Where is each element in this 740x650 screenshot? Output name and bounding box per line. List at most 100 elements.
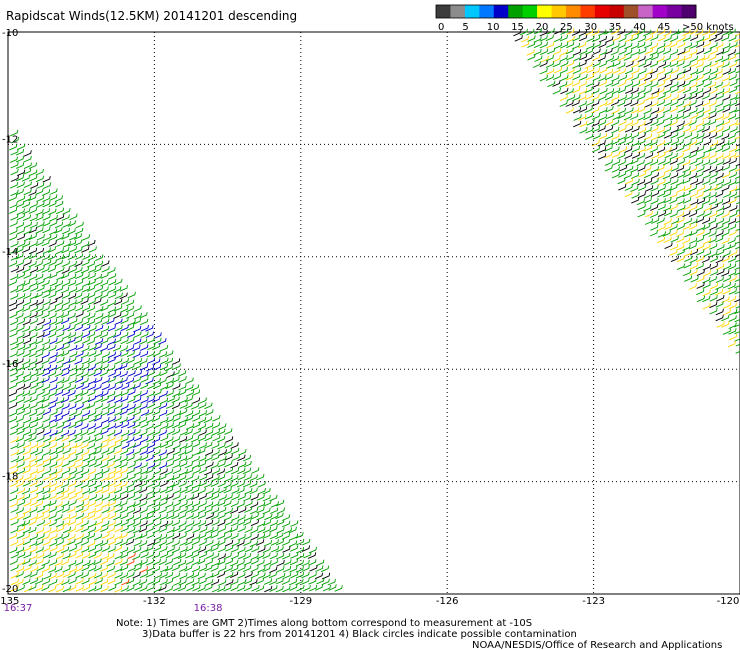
wind-barb — [147, 539, 156, 547]
wind-barb — [127, 507, 136, 514]
wind-barb — [9, 350, 18, 358]
wind-barb — [41, 338, 51, 346]
wind-barb — [87, 370, 96, 377]
wind-barb — [133, 403, 142, 410]
wind-barb — [120, 298, 130, 305]
wind-barb — [545, 61, 555, 68]
wind-barb — [80, 377, 89, 385]
wind-barb — [75, 350, 84, 358]
wind-barb — [10, 467, 19, 475]
wind-barb — [107, 403, 116, 410]
wind-barb — [113, 473, 123, 481]
wind-barb — [599, 133, 608, 140]
wind-barb — [43, 286, 52, 294]
wind-barb — [152, 449, 161, 456]
wind-barb — [49, 454, 58, 461]
wind-barb — [55, 493, 65, 500]
wind-barb — [28, 326, 37, 333]
wind-barb — [133, 325, 142, 333]
wind-barb — [631, 29, 640, 37]
wind-barb — [204, 564, 213, 572]
wind-barb — [722, 328, 732, 335]
wind-barb — [328, 584, 337, 591]
wind-barb — [30, 370, 39, 377]
wind-barb — [165, 436, 174, 444]
wind-barb — [689, 55, 699, 63]
wind-barb — [656, 172, 666, 180]
wind-barb — [734, 338, 740, 342]
wind-barb — [710, 140, 719, 147]
wind-barb — [75, 370, 84, 377]
wind-barb — [663, 218, 672, 225]
wind-barb — [41, 507, 51, 514]
legend-label: 10 — [487, 22, 500, 33]
wind-barb — [729, 79, 738, 87]
wind-barb — [164, 558, 174, 566]
wind-barb — [75, 272, 84, 280]
wind-barb — [61, 343, 70, 351]
wind-barb — [80, 482, 89, 489]
wind-barb — [224, 460, 233, 468]
wind-barb — [10, 442, 19, 450]
wind-barb — [146, 532, 155, 539]
wind-barb — [237, 572, 246, 579]
wind-barb — [631, 49, 641, 56]
wind-barb — [637, 114, 646, 121]
wind-barb — [721, 113, 730, 120]
wind-barb — [34, 415, 44, 422]
wind-barb — [676, 198, 685, 206]
wind-barb — [132, 507, 142, 514]
wind-barb — [572, 49, 582, 56]
wind-barb — [100, 565, 109, 572]
wind-barb — [93, 332, 103, 339]
wind-barb — [74, 246, 83, 254]
wind-barb — [113, 331, 122, 338]
wind-barb — [721, 314, 730, 322]
wind-barb — [133, 434, 143, 442]
wind-barb — [28, 194, 37, 202]
wind-barb — [211, 422, 221, 429]
wind-barb — [152, 396, 161, 403]
wind-barb — [709, 211, 718, 218]
wind-barb — [133, 370, 143, 377]
wind-barb — [152, 409, 161, 416]
wind-barb — [114, 358, 123, 365]
wind-barb — [114, 538, 123, 546]
plot-frame — [7, 31, 740, 595]
wind-barb — [94, 473, 104, 481]
wind-barb — [688, 139, 698, 147]
wind-barb — [35, 299, 44, 306]
wind-barb — [75, 455, 84, 463]
wind-barb — [250, 533, 259, 541]
wind-barb — [36, 318, 45, 326]
wind-barb — [126, 493, 136, 500]
wind-barb — [21, 175, 31, 182]
wind-barb — [276, 499, 285, 507]
wind-barb — [573, 54, 582, 62]
wind-barb — [184, 396, 194, 403]
wind-barb — [663, 74, 672, 82]
wind-barb — [185, 501, 194, 508]
wind-barb — [211, 552, 220, 560]
wind-barb — [74, 260, 83, 268]
wind-barb — [192, 526, 201, 534]
wind-barb — [728, 288, 737, 295]
wind-barb — [638, 171, 647, 178]
wind-barb — [644, 54, 654, 62]
wind-barb — [256, 533, 266, 540]
wind-barb — [127, 403, 136, 411]
wind-barb — [158, 377, 167, 385]
wind-barb — [682, 35, 691, 42]
wind-barb — [664, 151, 673, 159]
wind-barb — [695, 88, 704, 95]
wind-barb — [153, 389, 162, 397]
wind-barb — [36, 345, 45, 352]
wind-barb — [184, 442, 193, 449]
wind-barb — [696, 48, 705, 55]
wind-barb — [47, 246, 57, 253]
wind-barb — [160, 344, 169, 352]
wind-barb — [308, 572, 317, 579]
wind-barb — [100, 286, 109, 293]
wind-barb — [151, 552, 161, 559]
wind-barb — [257, 566, 266, 573]
